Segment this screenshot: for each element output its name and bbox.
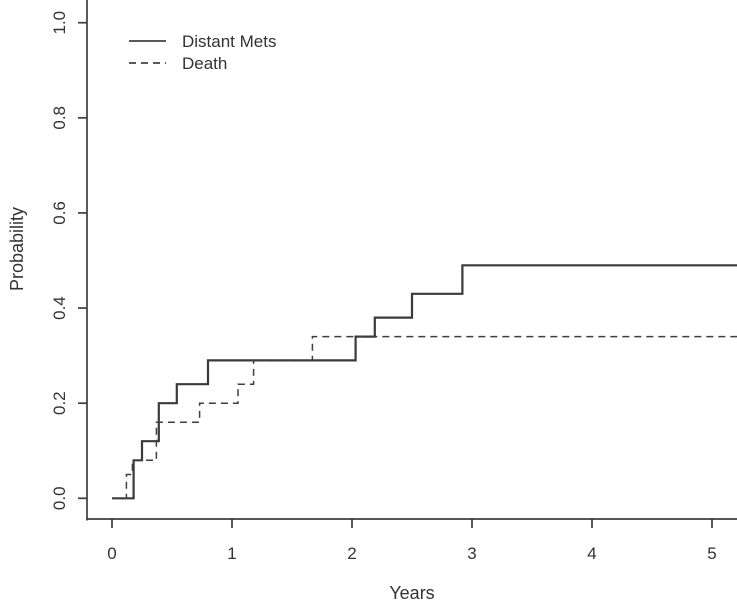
x-tick-label: 5 <box>707 544 716 563</box>
curves <box>112 264 737 500</box>
y-tick-label: 0.4 <box>50 296 69 320</box>
legend-label-death: Death <box>182 54 227 73</box>
x-tick-label: 0 <box>107 544 116 563</box>
y-tick-label: 0.6 <box>50 201 69 225</box>
x-axis-ticks: 0 1 2 3 4 5 <box>107 519 717 563</box>
distant-mets-curve <box>112 264 737 500</box>
y-tick-label: 0.2 <box>50 391 69 415</box>
x-axis-title: Years <box>389 583 434 603</box>
y-axis-title: Probability <box>7 207 27 291</box>
x-tick-label: 1 <box>227 544 236 563</box>
x-tick-label: 4 <box>587 544 596 563</box>
death-curve <box>112 335 737 500</box>
y-tick-label: 0.0 <box>50 486 69 510</box>
legend: Distant Mets Death <box>129 32 276 73</box>
y-axis-ticks: 0.0 0.2 0.4 0.6 0.8 1.0 <box>50 11 87 510</box>
y-tick-label: 1.0 <box>50 11 69 35</box>
x-tick-label: 3 <box>467 544 476 563</box>
y-tick-label: 0.8 <box>50 106 69 130</box>
x-tick-label: 2 <box>347 544 356 563</box>
axes: 0 1 2 3 4 5 0.0 0.2 0.4 0.6 0.8 1.0 <box>50 0 737 563</box>
legend-label-distant-mets: Distant Mets <box>182 32 276 51</box>
